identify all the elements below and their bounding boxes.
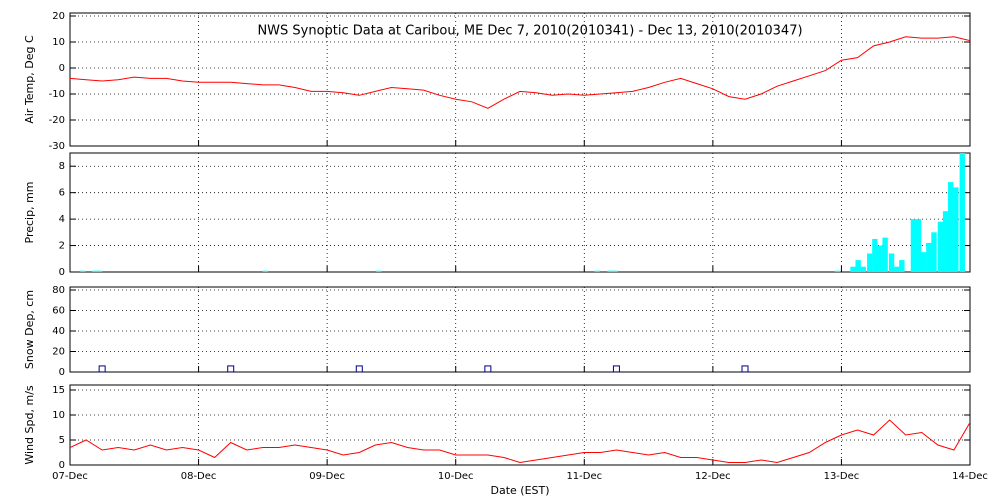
y-tick-label: 2 bbox=[59, 241, 65, 252]
plot-frame bbox=[69, 384, 971, 466]
x-tick-label: 11-Dec bbox=[566, 471, 602, 482]
bar bbox=[612, 270, 618, 272]
bar bbox=[953, 187, 959, 272]
bar bbox=[921, 252, 927, 272]
y-tick-label: 0 bbox=[59, 63, 65, 74]
y-tick-label: 20 bbox=[52, 347, 65, 358]
y-tick-label: 20 bbox=[52, 11, 65, 22]
bar bbox=[894, 266, 900, 272]
bar bbox=[850, 266, 856, 272]
x-tick-label: 07-Dec bbox=[52, 471, 88, 482]
y-tick-label: 60 bbox=[52, 306, 65, 317]
y-tick-label: 10 bbox=[52, 37, 65, 48]
point bbox=[484, 365, 492, 373]
bar bbox=[937, 221, 944, 272]
y-tick-label: -10 bbox=[49, 89, 65, 100]
y-tick-label: -20 bbox=[49, 115, 65, 126]
plot-area bbox=[70, 36, 970, 109]
y-tick-label: 80 bbox=[52, 285, 65, 296]
bar bbox=[834, 270, 841, 272]
point bbox=[741, 365, 749, 373]
bar bbox=[91, 270, 98, 272]
x-tick-label: 12-Dec bbox=[695, 471, 731, 482]
bar bbox=[888, 253, 895, 272]
y-tick-label: 15 bbox=[52, 385, 65, 396]
bar bbox=[872, 238, 878, 272]
plot-frame bbox=[69, 12, 971, 147]
bar bbox=[899, 260, 905, 272]
x-tick-label: 14-Dec bbox=[952, 471, 988, 482]
y-tick-label: 6 bbox=[59, 188, 65, 199]
y-tick-label: 0 bbox=[59, 460, 65, 471]
bar bbox=[931, 232, 937, 272]
point bbox=[355, 365, 363, 373]
y-tick-label: 10 bbox=[52, 410, 65, 421]
bar bbox=[942, 211, 949, 272]
x-tick-label: 09-Dec bbox=[309, 471, 345, 482]
y-axis-label: Snow Dep, cm bbox=[23, 290, 36, 369]
point bbox=[612, 365, 620, 373]
bar bbox=[959, 153, 965, 272]
y-tick-label: 4 bbox=[59, 214, 65, 225]
bar bbox=[96, 270, 103, 272]
plot-area bbox=[98, 365, 749, 373]
bar bbox=[262, 270, 269, 272]
bar bbox=[910, 219, 917, 272]
bar bbox=[375, 270, 382, 272]
y-tick-label: 0 bbox=[59, 267, 65, 278]
y-tick-label: 5 bbox=[59, 435, 65, 446]
bar bbox=[594, 270, 600, 272]
bar bbox=[877, 245, 883, 272]
bar bbox=[855, 260, 861, 272]
bar bbox=[867, 253, 873, 272]
x-tick-label: 08-Dec bbox=[181, 471, 217, 482]
y-axis-label: Wind Spd, m/s bbox=[23, 385, 36, 465]
y-tick-label: 0 bbox=[59, 367, 65, 378]
line bbox=[70, 419, 970, 464]
y-axis-label: Precip, mm bbox=[23, 182, 36, 244]
bar bbox=[915, 219, 922, 272]
plot-area bbox=[70, 419, 970, 464]
chart-title: NWS Synoptic Data at Caribou, ME Dec 7, … bbox=[257, 24, 802, 39]
bar bbox=[607, 270, 613, 272]
bar bbox=[860, 266, 866, 272]
x-tick-label: 13-Dec bbox=[824, 471, 860, 482]
y-tick-label: 40 bbox=[52, 326, 65, 337]
point bbox=[227, 365, 235, 373]
line bbox=[70, 36, 970, 109]
plot-frame bbox=[69, 152, 971, 273]
x-axis-label: Date (EST) bbox=[490, 484, 549, 497]
bar bbox=[926, 242, 932, 272]
plot-area bbox=[80, 153, 965, 272]
bar bbox=[882, 237, 888, 272]
bar bbox=[80, 270, 86, 272]
y-tick-label: -30 bbox=[49, 141, 65, 152]
bar bbox=[948, 182, 954, 272]
y-tick-label: 8 bbox=[59, 161, 65, 172]
x-tick-label: 10-Dec bbox=[438, 471, 474, 482]
y-axis-label: Air Temp, Deg C bbox=[23, 35, 36, 124]
plot-frame bbox=[69, 286, 971, 373]
point bbox=[98, 365, 106, 373]
